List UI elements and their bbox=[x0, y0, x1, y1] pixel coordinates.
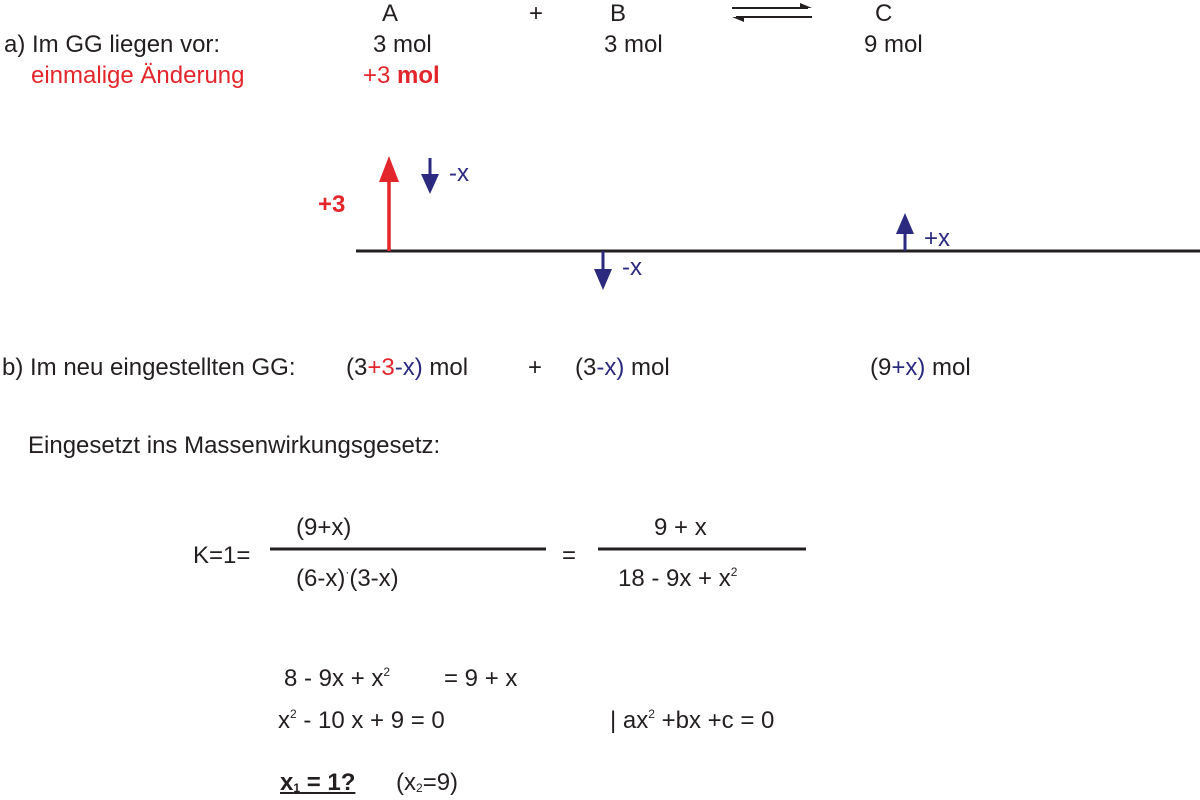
blue-down-arrow-b-icon bbox=[594, 251, 612, 290]
a-amount: 3 mol bbox=[373, 31, 432, 58]
k-label: K=1= bbox=[193, 542, 251, 569]
b-b-expression: (3-x) mol bbox=[575, 354, 670, 381]
b-a-expression: (3+3-x) mol bbox=[346, 354, 469, 381]
c-amount: 9 mol bbox=[864, 31, 923, 58]
a-added-label: +3 bbox=[318, 191, 346, 218]
b-amount: 3 mol bbox=[604, 31, 663, 58]
change-label: einmalige Änderung bbox=[31, 62, 245, 89]
equilibrium-arrows-icon bbox=[732, 3, 812, 22]
species-a: A bbox=[382, 0, 399, 27]
part-a-label: a) Im GG liegen vor: bbox=[4, 31, 221, 58]
b-shift-label: -x bbox=[622, 254, 642, 281]
c-shift-label: +x bbox=[924, 225, 951, 252]
change-value-unit: mol bbox=[397, 62, 440, 89]
fraction-equals: = bbox=[562, 542, 577, 569]
fraction2-denominator: 18 - 9x + x2 bbox=[618, 564, 738, 592]
species-c: C bbox=[875, 0, 893, 27]
mwg-heading: Eingesetzt ins Massenwirkungsgesetz: bbox=[28, 432, 441, 459]
change-value-number: +3 bbox=[363, 62, 391, 89]
change-value: +3 mol bbox=[363, 64, 440, 88]
equation-1-left: 8 - 9x + x2 bbox=[284, 664, 391, 692]
equation-1-right: = 9 + x bbox=[444, 665, 518, 692]
equation-2-hint: | ax2 +bx +c = 0 bbox=[610, 706, 775, 734]
fraction1-numerator: (9+x) bbox=[296, 514, 352, 541]
red-up-arrow-icon bbox=[379, 156, 399, 251]
species-b: B bbox=[610, 0, 627, 27]
part-b-label: b) Im neu eingestellten GG: bbox=[2, 354, 296, 381]
equation-2: x2 - 10 x + 9 = 0 bbox=[278, 706, 445, 734]
b-plus: + bbox=[528, 354, 543, 381]
reaction-plus: + bbox=[529, 0, 544, 27]
fraction2-numerator: 9 + x bbox=[654, 514, 707, 541]
blue-down-arrow-a-icon bbox=[421, 158, 439, 194]
blue-up-arrow-c-icon bbox=[896, 213, 914, 251]
b-c-expression: (9+x) mol bbox=[870, 354, 971, 381]
fraction1-denominator: (6-x)·(3-x) bbox=[296, 564, 399, 592]
solution-x1: x1 = 1? bbox=[280, 769, 356, 796]
solution-x2: (x2=9) bbox=[396, 769, 459, 796]
a-shift-label: -x bbox=[449, 160, 469, 187]
